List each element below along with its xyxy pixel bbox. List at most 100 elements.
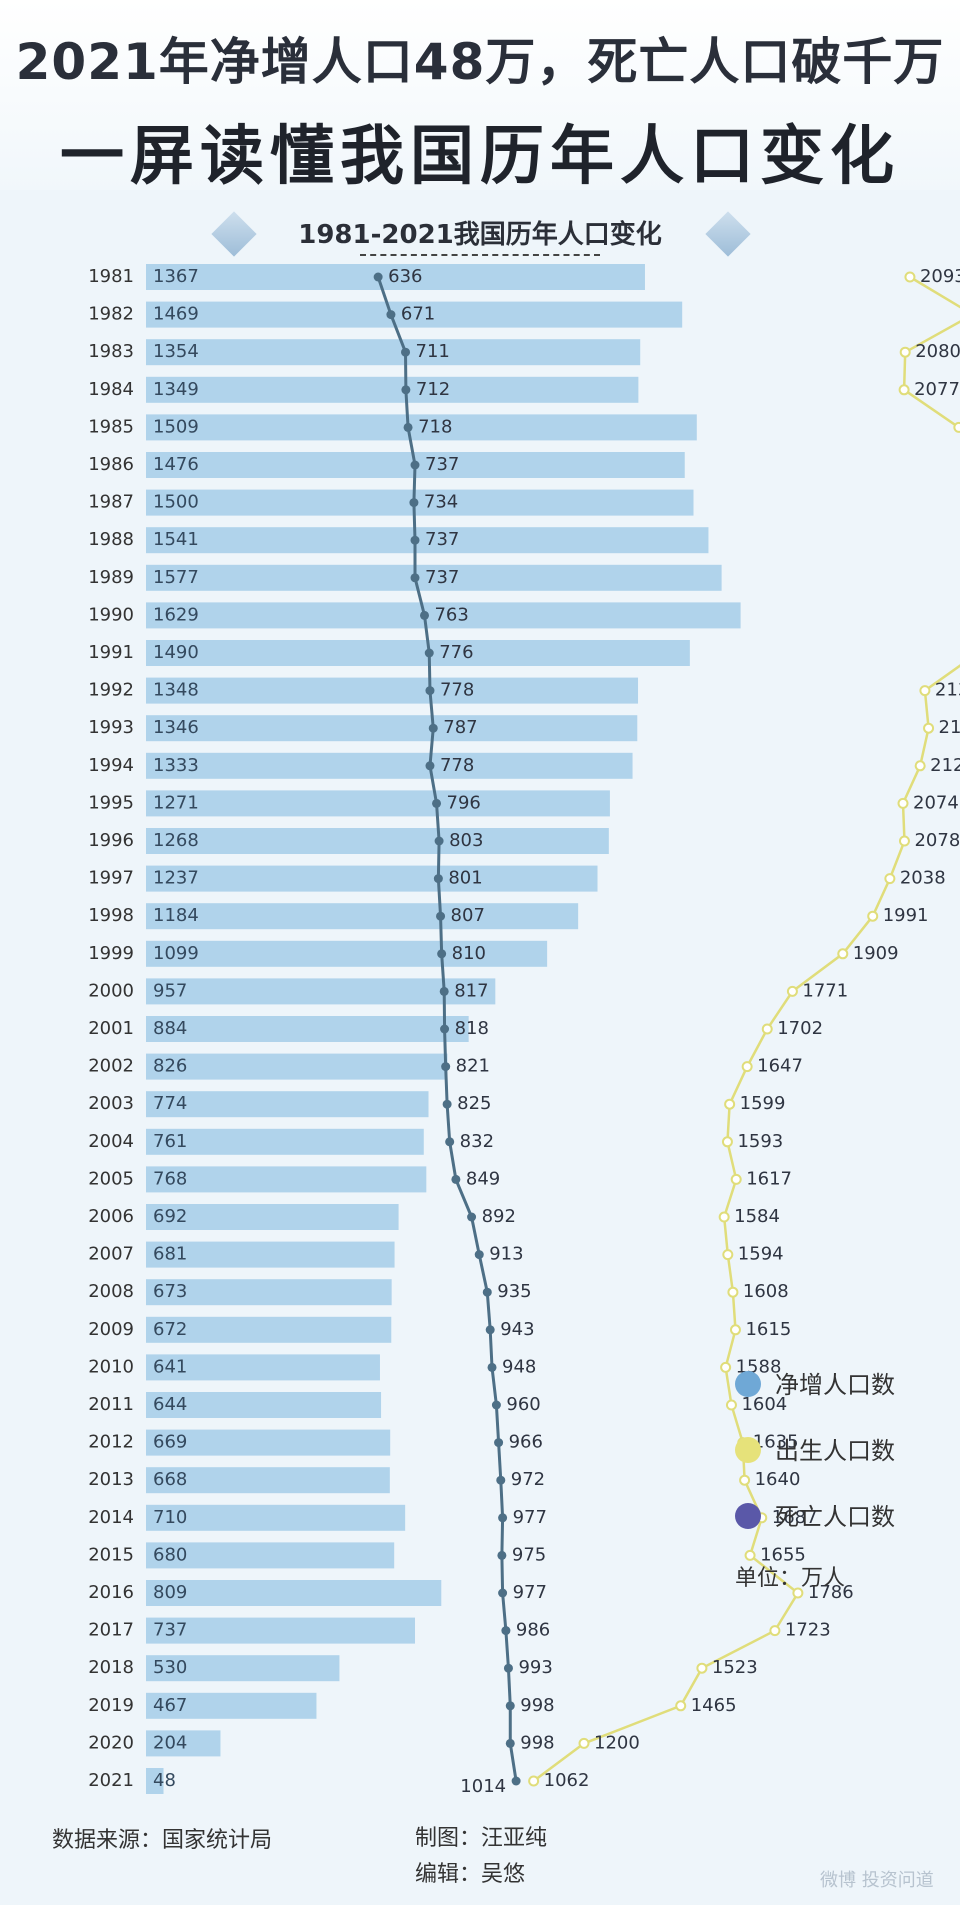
death-value-label: 943	[500, 1319, 534, 1340]
year-tick-label: 2010	[88, 1356, 134, 1377]
death-point	[445, 1137, 455, 1147]
birth-value-label: 2093	[920, 266, 960, 287]
net-bar	[146, 1279, 392, 1306]
year-tick-label: 2004	[88, 1131, 134, 1152]
death-value-label: 737	[425, 567, 459, 588]
death-point	[386, 310, 396, 320]
death-value-label: 796	[447, 792, 481, 813]
year-tick-label: 1988	[88, 529, 134, 550]
net-bar	[146, 1730, 221, 1757]
year-tick-label: 1986	[88, 454, 134, 475]
year-tick-label: 1995	[88, 792, 134, 813]
death-point	[494, 1438, 504, 1448]
birth-value-label: 1617	[746, 1168, 792, 1189]
net-bar	[146, 1542, 395, 1569]
year-tick-label: 1994	[88, 755, 134, 776]
death-point	[424, 648, 434, 658]
chart-title: 1981-2021我国历年人口变化	[298, 220, 662, 250]
death-point	[498, 1513, 508, 1523]
year-tick-label: 1987	[88, 492, 134, 513]
death-value-label: 972	[511, 1469, 545, 1490]
death-point	[491, 1400, 501, 1410]
unit-label: 单位：万人	[735, 1566, 846, 1591]
death-point	[410, 460, 420, 470]
birth-value-label: 1584	[734, 1206, 780, 1227]
death-value-label: 803	[449, 830, 483, 851]
net-bar	[146, 790, 610, 817]
net-bar	[146, 1128, 424, 1155]
birth-value-label: 1599	[740, 1093, 786, 1114]
year-tick-label: 1984	[88, 379, 134, 400]
net-value-label: 668	[153, 1469, 187, 1490]
net-bar	[146, 1316, 392, 1343]
birth-point	[867, 910, 879, 922]
birth-point	[729, 1324, 741, 1336]
birth-point	[884, 873, 896, 885]
death-point	[511, 1776, 521, 1786]
death-point	[410, 573, 420, 583]
death-point	[432, 798, 442, 808]
legend-birth-label: 出生人口数	[775, 1437, 895, 1465]
year-tick-label: 2003	[88, 1093, 134, 1114]
birth-value-label: 1647	[757, 1056, 803, 1077]
death-value-label: 998	[520, 1695, 554, 1716]
birth-point	[919, 685, 931, 697]
net-value-label: 1541	[153, 529, 199, 550]
net-bar	[146, 489, 694, 516]
net-value-label: 768	[153, 1168, 187, 1189]
birth-point	[914, 760, 926, 772]
death-point	[482, 1287, 492, 1297]
year-tick-label: 2021	[88, 1770, 134, 1791]
birth-value-label: 2074	[913, 792, 959, 813]
net-value-label: 957	[153, 980, 187, 1001]
year-tick-label: 2015	[88, 1544, 134, 1565]
death-point	[474, 1250, 484, 1260]
net-bar	[146, 301, 683, 328]
birth-value-label: 1771	[802, 980, 848, 1001]
year-tick-label: 2013	[88, 1469, 134, 1490]
net-bar	[146, 339, 641, 366]
birth-value-label: 2144	[939, 717, 960, 738]
net-bar	[146, 1768, 164, 1794]
birth-value-label: 1991	[883, 905, 929, 926]
death-value-label: 892	[482, 1206, 516, 1227]
death-value-label: 718	[418, 416, 452, 437]
birth-value-label: 1909	[853, 943, 899, 964]
birth-point	[786, 985, 798, 997]
net-value-label: 710	[153, 1507, 187, 1528]
net-value-label: 1500	[153, 492, 199, 513]
net-bar	[146, 1241, 395, 1268]
death-value-label: 778	[440, 680, 474, 701]
death-point	[487, 1362, 497, 1372]
death-value-label: 993	[518, 1657, 552, 1678]
year-tick-label: 2020	[88, 1732, 134, 1753]
legend-net-swatch-icon	[735, 1371, 761, 1397]
net-value-label: 1577	[153, 567, 199, 588]
death-value-label: 960	[506, 1394, 540, 1415]
death-value-label: 849	[466, 1168, 500, 1189]
birth-value-label: 2038	[900, 868, 946, 889]
headline-title: 2021年净增人口48万，死亡人口破千万	[15, 33, 945, 91]
year-tick-label: 1996	[88, 830, 134, 851]
net-value-label: 692	[153, 1206, 187, 1227]
death-value-label: 712	[416, 379, 450, 400]
death-value-label: 734	[424, 492, 458, 513]
net-bar	[146, 564, 722, 591]
net-value-label: 1346	[153, 717, 199, 738]
birth-point	[898, 384, 910, 396]
birth-point	[528, 1775, 540, 1787]
net-value-label: 1349	[153, 379, 199, 400]
death-value-label: 818	[455, 1018, 489, 1039]
death-point	[498, 1588, 508, 1598]
net-bar	[146, 1053, 448, 1080]
death-value-label: 711	[416, 341, 450, 362]
net-bar	[146, 1166, 427, 1193]
death-value-label: 975	[512, 1544, 546, 1565]
birth-point	[722, 1249, 734, 1261]
death-value-label: 977	[513, 1582, 547, 1603]
birth-value-label: 1465	[691, 1695, 737, 1716]
birth-value-label: 1786	[808, 1582, 854, 1603]
headline-subtitle: 一屏读懂我国历年人口变化	[60, 120, 900, 194]
net-value-label: 681	[153, 1244, 187, 1265]
net-bar	[146, 602, 741, 629]
